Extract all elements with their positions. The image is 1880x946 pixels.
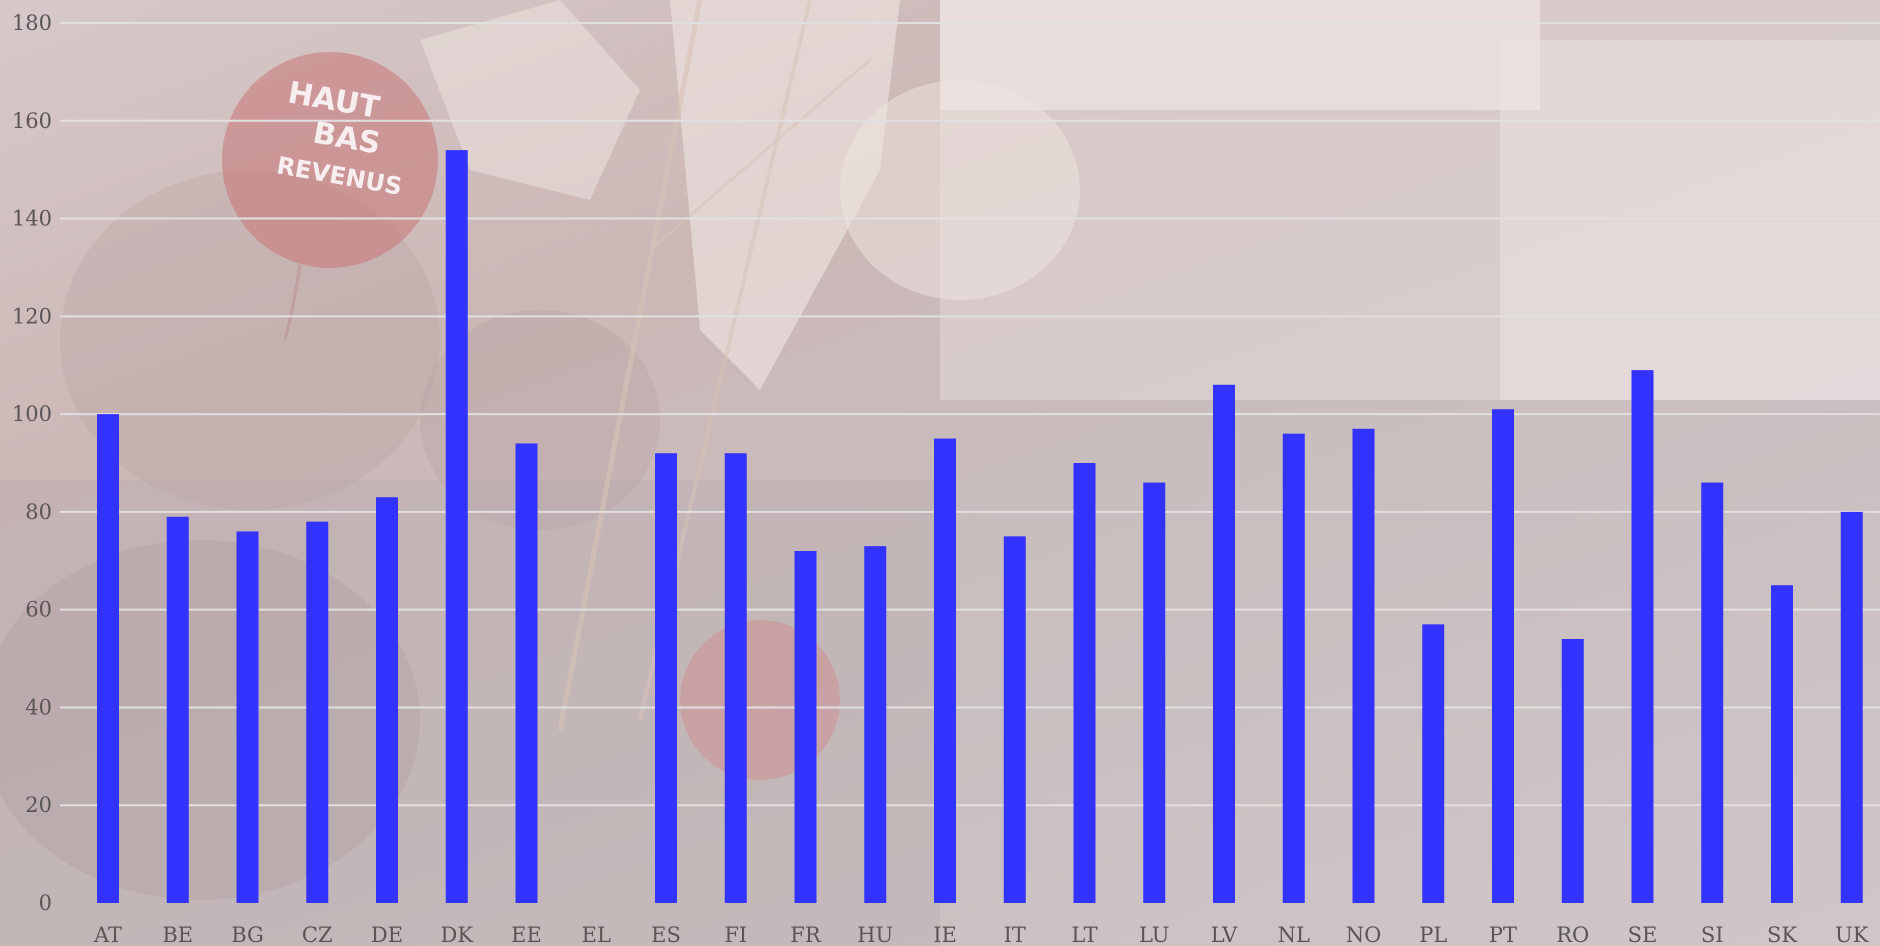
x-tick-label: SK [1767, 923, 1797, 946]
bar-it [1003, 536, 1026, 903]
y-tick-label: 160 [12, 109, 52, 133]
gridlines [60, 22, 1880, 807]
bar-bg [236, 531, 259, 903]
x-tick-label: EL [582, 923, 611, 946]
x-tick-label: UK [1835, 923, 1869, 946]
x-tick-label: SE [1628, 923, 1658, 946]
x-tick-label: LV [1211, 923, 1238, 946]
x-tick-label: SI [1701, 923, 1724, 946]
x-tick-label: LT [1071, 923, 1097, 946]
x-tick-label: RO [1556, 923, 1589, 946]
bar-lv [1213, 384, 1235, 903]
bar-dk [445, 150, 468, 904]
bar-se [1631, 370, 1654, 904]
y-tick-label: 140 [12, 207, 52, 231]
x-tick-label: EE [511, 923, 542, 946]
x-tick-label: BE [162, 923, 193, 946]
y-tick-label: 100 [12, 402, 52, 426]
bar-hu [864, 546, 887, 903]
bar-ee [515, 443, 538, 903]
bar-lu [1143, 482, 1166, 903]
x-tick-label: PT [1489, 923, 1517, 946]
bar-si [1701, 482, 1724, 903]
bar-de [376, 497, 398, 903]
x-tick-label: LU [1139, 923, 1170, 946]
bar-pt [1492, 409, 1514, 903]
x-tick-label: FR [790, 923, 822, 946]
x-tick-label: IT [1004, 923, 1026, 946]
x-tick-label: HU [857, 923, 893, 946]
bar-no [1352, 428, 1375, 903]
x-tick-label: DE [371, 923, 403, 946]
bar-series [97, 150, 1863, 904]
x-axis-ticks: AT BE BG CZ DE DK EE EL ES FI FR HU IE IT LT LU LV NL NO PL… [93, 923, 1869, 946]
x-tick-label: DK [440, 923, 473, 946]
y-tick-label: 120 [12, 304, 52, 328]
y-tick-label: 80 [25, 500, 52, 524]
bar-ro [1561, 639, 1584, 903]
bar-fi [724, 453, 747, 903]
y-tick-label: 40 [25, 695, 52, 719]
x-tick-label: CZ [302, 923, 333, 946]
balloon-logo: HAUT BAS REVENUS [222, 52, 438, 341]
bar-nl [1282, 433, 1305, 903]
x-tick-label: PL [1419, 923, 1447, 946]
y-tick-label: 180 [12, 11, 52, 35]
bar-be [166, 516, 189, 903]
bar-ie [934, 438, 956, 903]
x-tick-label: NO [1346, 923, 1382, 946]
bar-at [97, 414, 119, 903]
bar-es [655, 453, 677, 903]
bar-cz [306, 521, 329, 903]
bar-fr [794, 551, 817, 903]
x-tick-label: IE [933, 923, 957, 946]
x-tick-label: BG [231, 923, 264, 946]
y-tick-label: 20 [25, 793, 52, 817]
x-tick-label: AT [93, 923, 122, 946]
bar-lt [1073, 463, 1096, 903]
y-tick-label: 0 [39, 891, 52, 915]
x-tick-label: FI [724, 923, 747, 946]
x-tick-label: ES [651, 923, 681, 946]
x-tick-label: NL [1278, 923, 1310, 946]
bar-pl [1422, 624, 1445, 903]
bar-sk [1771, 585, 1793, 903]
y-axis-ticks: 0 20 40 60 80 100 120 140 160 180 [12, 11, 52, 915]
bar-uk [1840, 511, 1863, 903]
y-tick-label: 60 [25, 598, 52, 622]
